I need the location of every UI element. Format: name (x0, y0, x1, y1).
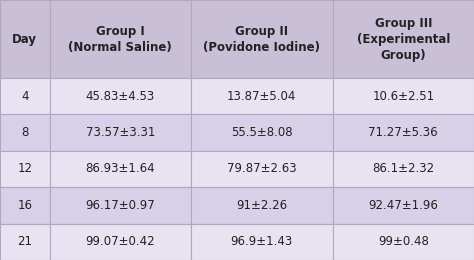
Text: 13.87±5.04: 13.87±5.04 (227, 90, 297, 103)
Bar (333, 114, 474, 151)
Bar (50, 224, 191, 260)
Bar (191, 151, 333, 187)
Text: 21: 21 (18, 235, 32, 248)
Text: 8: 8 (21, 126, 28, 139)
Text: Group II
(Povidone Iodine): Group II (Povidone Iodine) (203, 24, 320, 54)
Text: 79.87±2.63: 79.87±2.63 (227, 162, 297, 176)
Text: 73.57±3.31: 73.57±3.31 (86, 126, 155, 139)
Bar (0, 114, 50, 151)
Text: 96.9±1.43: 96.9±1.43 (231, 235, 293, 248)
Text: 55.5±8.08: 55.5±8.08 (231, 126, 292, 139)
Bar (333, 224, 474, 260)
Text: 96.17±0.97: 96.17±0.97 (85, 199, 155, 212)
Bar (0, 187, 50, 224)
Text: 71.27±5.36: 71.27±5.36 (368, 126, 438, 139)
Bar (191, 0, 333, 78)
Bar (333, 78, 474, 114)
Text: 16: 16 (18, 199, 32, 212)
Text: 92.47±1.96: 92.47±1.96 (368, 199, 438, 212)
Bar (333, 151, 474, 187)
Bar (0, 78, 50, 114)
Text: 99.07±0.42: 99.07±0.42 (85, 235, 155, 248)
Bar (50, 151, 191, 187)
Text: 91±2.26: 91±2.26 (236, 199, 287, 212)
Bar (0, 224, 50, 260)
Bar (191, 187, 333, 224)
Bar (0, 151, 50, 187)
Bar (191, 224, 333, 260)
Bar (50, 114, 191, 151)
Bar (50, 187, 191, 224)
Text: Day: Day (12, 32, 37, 46)
Text: 4: 4 (21, 90, 28, 103)
Text: 86.1±2.32: 86.1±2.32 (372, 162, 434, 176)
Bar (333, 0, 474, 78)
Bar (191, 78, 333, 114)
Text: 12: 12 (18, 162, 32, 176)
Text: 99±0.48: 99±0.48 (378, 235, 428, 248)
Text: 86.93±1.64: 86.93±1.64 (85, 162, 155, 176)
Bar (0, 0, 50, 78)
Bar (333, 187, 474, 224)
Bar (50, 0, 191, 78)
Text: 45.83±4.53: 45.83±4.53 (86, 90, 155, 103)
Text: 10.6±2.51: 10.6±2.51 (372, 90, 434, 103)
Bar (50, 78, 191, 114)
Text: Group I
(Normal Saline): Group I (Normal Saline) (68, 24, 172, 54)
Text: Group III
(Experimental
Group): Group III (Experimental Group) (356, 16, 450, 62)
Bar (191, 114, 333, 151)
